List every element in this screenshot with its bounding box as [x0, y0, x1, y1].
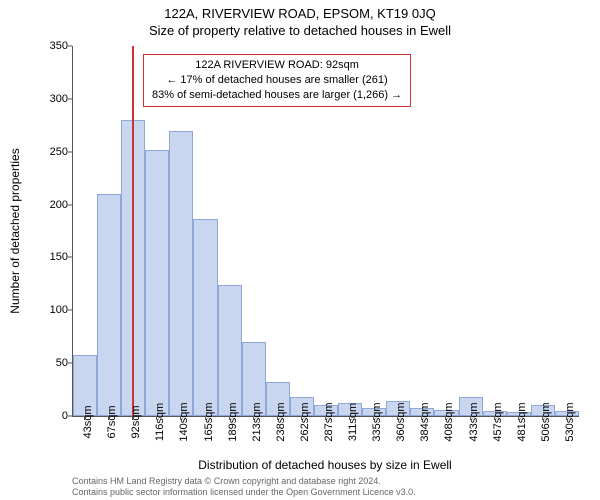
histogram-bar	[145, 150, 169, 416]
y-tick-mark	[68, 151, 72, 152]
y-tick-label: 50	[34, 357, 68, 369]
x-tick-mark	[445, 416, 446, 420]
x-tick-label: 408sqm	[443, 402, 455, 441]
x-tick-mark	[325, 416, 326, 420]
x-tick-label: 457sqm	[492, 402, 504, 441]
x-tick-mark	[542, 416, 543, 420]
x-tick-label: 287sqm	[323, 402, 335, 441]
x-tick-mark	[494, 416, 495, 420]
x-tick-label: 43sqm	[82, 405, 94, 438]
x-tick-mark	[205, 416, 206, 420]
x-tick-mark	[277, 416, 278, 420]
x-tick-label: 92sqm	[130, 405, 142, 438]
x-tick-mark	[301, 416, 302, 420]
y-tick-label: 150	[34, 251, 68, 263]
y-tick-mark	[68, 416, 72, 417]
plot-area: 122A RIVERVIEW ROAD: 92sqm← 17% of detac…	[72, 46, 579, 417]
x-tick-label: 311sqm	[347, 403, 359, 441]
histogram-bar	[169, 131, 193, 416]
y-axis-label: Number of detached properties	[8, 46, 28, 416]
x-tick-mark	[132, 416, 133, 420]
y-tick-mark	[68, 257, 72, 258]
x-tick-label: 262sqm	[299, 402, 311, 441]
x-tick-label: 189sqm	[227, 402, 239, 441]
x-tick-label: 530sqm	[564, 402, 576, 441]
attribution-line-1: Contains HM Land Registry data © Crown c…	[72, 476, 416, 487]
x-tick-label: 506sqm	[540, 402, 552, 441]
sub-title: Size of property relative to detached ho…	[0, 21, 600, 38]
y-tick-mark	[68, 363, 72, 364]
histogram-bar	[218, 285, 242, 416]
x-tick-label: 384sqm	[419, 402, 431, 441]
x-tick-label: 238sqm	[275, 402, 287, 441]
histogram-bar	[193, 219, 217, 416]
y-axis: 050100150200250300350	[36, 46, 72, 416]
y-tick-mark	[68, 46, 72, 47]
x-tick-mark	[518, 416, 519, 420]
x-tick-label: 335sqm	[371, 402, 383, 441]
y-tick-label: 100	[34, 304, 68, 316]
x-tick-label: 165sqm	[203, 402, 215, 441]
main-title: 122A, RIVERVIEW ROAD, EPSOM, KT19 0JQ	[0, 0, 600, 21]
annotation-callout: 122A RIVERVIEW ROAD: 92sqm← 17% of detac…	[143, 54, 411, 107]
x-tick-mark	[566, 416, 567, 420]
x-tick-label: 481sqm	[516, 402, 528, 441]
x-tick-mark	[470, 416, 471, 420]
x-tick-mark	[373, 416, 374, 420]
y-tick-label: 250	[34, 146, 68, 158]
x-tick-mark	[180, 416, 181, 420]
x-tick-mark	[156, 416, 157, 420]
y-tick-label: 0	[34, 410, 68, 422]
y-tick-mark	[68, 204, 72, 205]
attribution-line-2: Contains public sector information licen…	[72, 487, 416, 498]
x-tick-mark	[421, 416, 422, 420]
x-axis: 43sqm67sqm92sqm116sqm140sqm165sqm189sqm2…	[72, 416, 578, 456]
chart-container: 122A, RIVERVIEW ROAD, EPSOM, KT19 0JQ Si…	[0, 0, 600, 500]
x-tick-mark	[397, 416, 398, 420]
attribution-text: Contains HM Land Registry data © Crown c…	[72, 476, 416, 498]
property-marker-line	[132, 46, 134, 416]
x-tick-label: 433sqm	[468, 402, 480, 441]
y-tick-label: 350	[34, 40, 68, 52]
annotation-line: 83% of semi-detached houses are larger (…	[152, 88, 402, 103]
x-tick-mark	[84, 416, 85, 420]
y-tick-mark	[68, 310, 72, 311]
histogram-bar	[97, 194, 121, 416]
x-tick-label: 67sqm	[106, 405, 118, 438]
x-tick-label: 360sqm	[395, 402, 407, 441]
x-tick-label: 213sqm	[251, 402, 263, 441]
x-axis-label: Distribution of detached houses by size …	[72, 458, 578, 472]
x-tick-label: 116sqm	[154, 403, 166, 441]
x-tick-mark	[229, 416, 230, 420]
annotation-line: ← 17% of detached houses are smaller (26…	[152, 73, 402, 88]
annotation-line: 122A RIVERVIEW ROAD: 92sqm	[152, 58, 402, 73]
x-tick-mark	[253, 416, 254, 420]
x-tick-mark	[108, 416, 109, 420]
y-tick-label: 300	[34, 93, 68, 105]
y-tick-mark	[68, 98, 72, 99]
x-tick-label: 140sqm	[178, 402, 190, 441]
y-tick-label: 200	[34, 199, 68, 211]
x-tick-mark	[349, 416, 350, 420]
